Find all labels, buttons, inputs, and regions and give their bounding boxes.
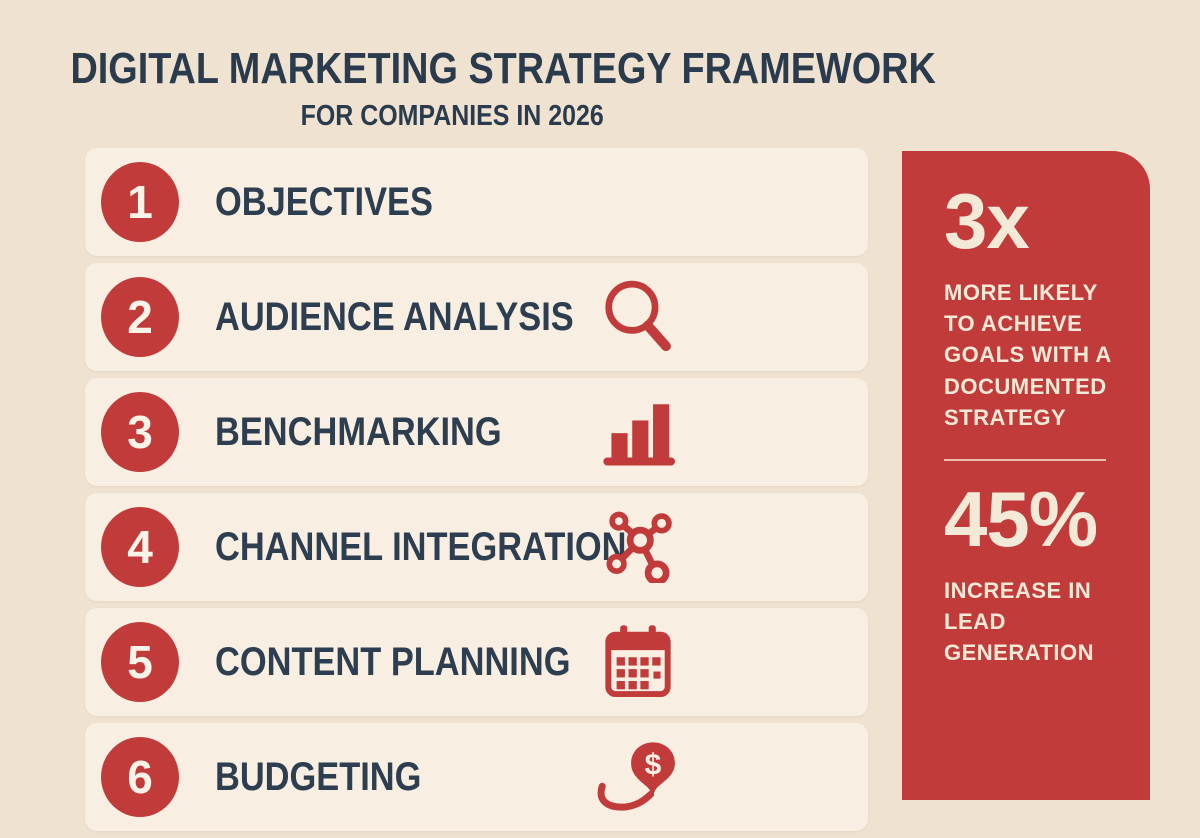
- stat-block-lead-generation: 45% INCREASE IN LEAD GENERATION: [944, 475, 1122, 669]
- page-subtitle-text: FOR COMPANIES IN 2026: [300, 100, 605, 132]
- step-label: BENCHMARKING: [215, 409, 502, 454]
- stat-block-documented-strategy: 3x MORE LIKELY TO ACHIEVE GOALS WITH A D…: [944, 177, 1122, 433]
- step-label: CHANNEL INTEGRATION: [215, 524, 627, 569]
- bar-chart-icon: [590, 378, 685, 486]
- stat-description: MORE LIKELY TO ACHIEVE GOALS WITH A DOCU…: [944, 279, 1111, 430]
- step-label: CONTENT PLANNING: [215, 639, 571, 684]
- step-row-objectives: 1 OBJECTIVES: [85, 148, 868, 256]
- money-hand-icon: $: [590, 723, 685, 831]
- step-row-channel-integration: 4 CHANNEL INTEGRATION: [85, 493, 868, 601]
- stats-panel: 3x MORE LIKELY TO ACHIEVE GOALS WITH A D…: [902, 151, 1150, 800]
- step-row-budgeting: 6 BUDGETING $: [85, 723, 868, 831]
- network-icon: [590, 493, 685, 601]
- step-number-badge: 3: [101, 392, 179, 472]
- svg-text:$: $: [644, 749, 661, 782]
- step-label: OBJECTIVES: [215, 179, 433, 224]
- magnifier-icon: [590, 263, 685, 371]
- step-label: BUDGETING: [215, 754, 422, 799]
- stat-value: 45%: [944, 475, 1098, 564]
- step-row-audience-analysis: 2 AUDIENCE ANALYSIS: [85, 263, 868, 371]
- stat-value: 3x: [944, 177, 1030, 265]
- stat-description: INCREASE IN LEAD GENERATION: [944, 577, 1095, 666]
- step-row-benchmarking: 3 BENCHMARKING: [85, 378, 868, 486]
- steps-list: 1 OBJECTIVES 2 AUDIENCE ANALYSIS 3 BENCH…: [85, 148, 868, 838]
- panel-divider: [944, 459, 1106, 462]
- step-number-badge: 6: [101, 737, 179, 817]
- header: DIGITAL MARKETING STRATEGY FRAMEWORK FOR…: [0, 44, 935, 133]
- step-number-badge: 4: [101, 507, 179, 587]
- step-number-badge: 1: [101, 162, 179, 242]
- calendar-icon: [590, 608, 685, 716]
- page-title: DIGITAL MARKETING STRATEGY FRAMEWORK: [0, 44, 935, 94]
- step-number-badge: 5: [101, 622, 179, 702]
- step-label: AUDIENCE ANALYSIS: [215, 294, 574, 339]
- page-title-text: DIGITAL MARKETING STRATEGY FRAMEWORK: [70, 44, 936, 93]
- step-row-content-planning: 5 CONTENT PLANNING: [85, 608, 868, 716]
- page-subtitle: FOR COMPANIES IN 2026: [0, 100, 905, 133]
- step-number-badge: 2: [101, 277, 179, 357]
